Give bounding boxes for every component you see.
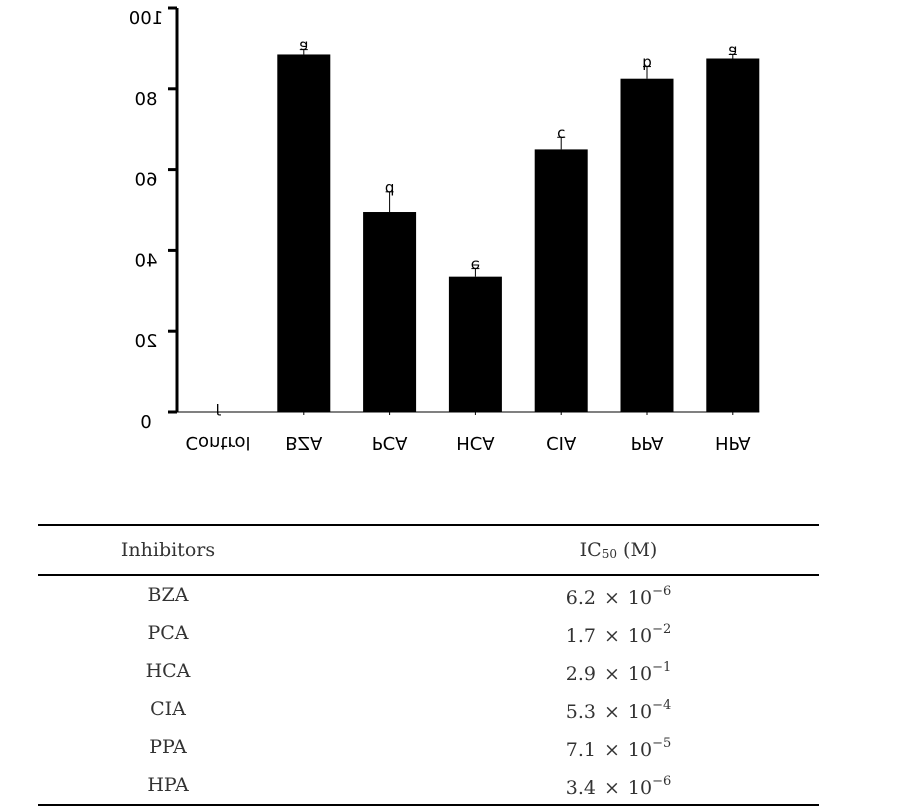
y-tick-label: 100 — [129, 8, 163, 29]
table-row: PPA 7.1 × 10−5 — [38, 728, 819, 766]
significance-letter: f — [215, 400, 221, 418]
ic50-mantissa: 7.1 — [565, 739, 596, 761]
header-ic50-unit: (M) — [623, 539, 658, 561]
y-tick-label: 60 — [135, 170, 158, 191]
header-ic50: IC50 (M) — [298, 524, 819, 576]
inhibitor-name: PPA — [149, 735, 187, 758]
ic50-exponent: −4 — [652, 698, 672, 713]
category-label: PPA — [631, 432, 665, 453]
times-sign: × — [603, 777, 620, 799]
category-label: HPA — [715, 432, 751, 453]
category-label: PCA — [372, 432, 408, 453]
bar — [534, 149, 588, 412]
significance-letter: a — [728, 42, 737, 60]
y-tick-label: 0 — [140, 412, 151, 433]
times-sign: × — [603, 663, 620, 685]
ic50-mantissa: 6.2 — [565, 587, 596, 609]
ic50-base: 10 — [627, 701, 653, 723]
y-tick-label: 20 — [135, 331, 158, 352]
table-row: HCA 2.9 × 10−1 — [38, 652, 819, 690]
times-sign: × — [603, 625, 620, 647]
ic50-table: Inhibitors IC50 (M) BZA 6.2 × 10−6 PCA 1.7 × 10… — [38, 524, 819, 806]
ic50-mantissa: 5.3 — [565, 701, 596, 723]
table-row: CIA 5.3 × 10−4 — [38, 690, 819, 728]
ic50-base: 10 — [627, 587, 653, 609]
ic50-base: 10 — [627, 625, 653, 647]
ic50-mantissa: 2.9 — [565, 663, 596, 685]
significance-letter: b — [642, 55, 652, 73]
inhibitor-name: CIA — [150, 697, 186, 720]
y-tick-label: 80 — [135, 89, 158, 110]
significance-letter: a — [299, 38, 308, 56]
significance-letter: c — [557, 125, 565, 143]
ic50-mantissa: 3.4 — [565, 777, 596, 799]
significance-letter: d — [385, 180, 395, 198]
bar — [620, 78, 674, 412]
header-ic50-sub: 50 — [601, 547, 617, 561]
times-sign: × — [603, 587, 620, 609]
ic50-base: 10 — [627, 739, 653, 761]
ic50-exponent: −2 — [652, 622, 672, 637]
ic50-base: 10 — [627, 663, 653, 685]
ic50-value: 1.7 × 10−2 — [298, 614, 819, 652]
inhibitor-name: PCA — [147, 621, 189, 644]
labels: 0 20 40 60 80 100 f Control a BZA d PCA e HCA c CIA b PPA… — [129, 8, 751, 453]
bars — [277, 49, 760, 413]
category-label: Control — [185, 432, 250, 453]
ic50-base: 10 — [627, 777, 653, 799]
bar — [448, 276, 502, 412]
category-label: HCA — [456, 432, 495, 453]
ic50-exponent: −6 — [652, 774, 672, 789]
category-label: BZA — [285, 432, 323, 453]
header-inhibitors: Inhibitors — [38, 524, 298, 576]
table-header-row: Inhibitors IC50 (M) — [38, 524, 819, 576]
bar-chart: 0 20 40 60 80 100 f Control a BZA d PCA e HCA c CIA b PPA… — [129, 6, 760, 453]
header-ic50-main: IC — [579, 539, 602, 561]
inhibitor-name: BZA — [147, 583, 189, 606]
ic50-value: 3.4 × 10−6 — [298, 766, 819, 806]
significance-letter: e — [471, 257, 480, 275]
ic50-exponent: −5 — [652, 736, 672, 751]
ic50-exponent: −6 — [652, 584, 672, 599]
inhibitor-name: HPA — [38, 766, 298, 806]
category-label: CIA — [546, 432, 577, 453]
ic50-value: 6.2 × 10−6 — [298, 575, 819, 614]
ic50-value: 5.3 × 10−4 — [298, 690, 819, 728]
bar — [363, 212, 417, 412]
ic50-value: 7.1 × 10−5 — [298, 728, 819, 766]
ic50-exponent: −1 — [652, 660, 672, 675]
table-row: PCA 1.7 × 10−2 — [38, 614, 819, 652]
bar — [277, 54, 331, 413]
table-row: BZA 6.2 × 10−6 — [38, 575, 819, 614]
y-tick-label: 40 — [135, 250, 158, 271]
times-sign: × — [603, 739, 620, 761]
ic50-mantissa: 1.7 — [565, 625, 596, 647]
inhibitor-name: HCA — [145, 659, 191, 682]
times-sign: × — [603, 701, 620, 723]
table-row: HPA 3.4 × 10−6 — [38, 766, 819, 806]
ic50-value: 2.9 × 10−1 — [298, 652, 819, 690]
bar — [706, 58, 760, 412]
